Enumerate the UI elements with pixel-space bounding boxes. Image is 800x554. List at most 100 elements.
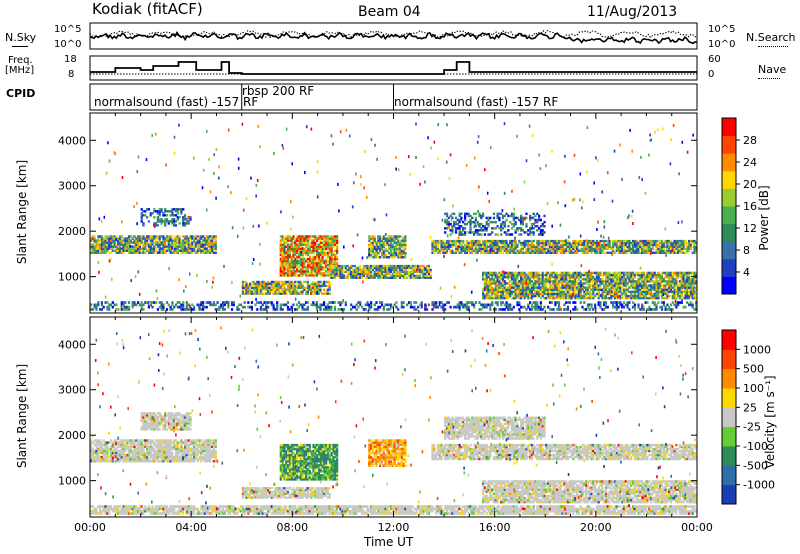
- range-cell: [556, 290, 559, 294]
- range-cell: [492, 271, 496, 275]
- range-cell: [532, 282, 535, 285]
- range-cell: [482, 245, 485, 249]
- cpid-segment-1: normalsound (fast) -157 RF: [94, 95, 259, 109]
- range-cell: [572, 284, 575, 287]
- range-cell: [465, 245, 469, 249]
- range-cell: [382, 241, 385, 244]
- range-cell: [259, 286, 263, 289]
- range-cell: [149, 212, 152, 215]
- range-cell: [202, 251, 205, 254]
- range-cell: [126, 249, 129, 252]
- range-cell: [120, 247, 123, 250]
- range-cell: [146, 243, 149, 246]
- range-cell: [601, 249, 604, 252]
- range-cell: [212, 241, 216, 244]
- range-cell: [144, 247, 147, 250]
- range-cell: [648, 271, 651, 275]
- range-cell: [595, 286, 599, 289]
- range-cell: [552, 308, 555, 311]
- range-cell: [214, 251, 217, 254]
- range-cell: [120, 301, 123, 304]
- range-cell: [574, 290, 577, 294]
- range-cell: [520, 251, 523, 254]
- range-cell: [288, 272, 292, 275]
- range-cell: [444, 227, 447, 230]
- range-cell: [478, 301, 481, 304]
- range-cell: [612, 284, 615, 287]
- range-cell: [323, 251, 326, 255]
- range-cell: [615, 247, 618, 251]
- range-cell: [310, 261, 313, 265]
- range-cell: [158, 239, 161, 242]
- range-cell: [637, 243, 640, 247]
- range-cell: [454, 229, 458, 232]
- range-cell: [530, 245, 534, 249]
- range-cell: [328, 280, 331, 284]
- range-cell: [250, 301, 254, 304]
- range-cell: [688, 280, 691, 283]
- range-cell: [400, 270, 403, 274]
- range-cell: [566, 241, 570, 245]
- range-cell: [456, 303, 459, 307]
- range-cell: [173, 251, 176, 254]
- range-cell: [176, 235, 179, 238]
- range-cell: [639, 275, 642, 279]
- range-cell: [527, 245, 530, 249]
- range-cell: [305, 292, 308, 295]
- range-cell: [642, 243, 646, 247]
- range-cell: [478, 225, 481, 228]
- range-cell: [287, 235, 290, 238]
- range-cell: [454, 245, 458, 249]
- range-cell: [543, 280, 546, 283]
- range-cell: [501, 301, 505, 304]
- range-cell: [552, 280, 555, 283]
- range-cell: [241, 284, 245, 288]
- range-cell: [316, 272, 319, 275]
- range-cell: [498, 286, 501, 289]
- range-cell: [281, 303, 284, 307]
- range-cell: [301, 274, 304, 277]
- range-cell: [391, 235, 394, 238]
- range-cell: [467, 245, 470, 249]
- range-cell: [637, 282, 640, 285]
- range-cell: [373, 303, 376, 307]
- range-cell: [328, 259, 332, 263]
- range-cell: [173, 237, 176, 240]
- range-cell: [680, 273, 683, 277]
- range-cell: [501, 220, 505, 224]
- range-cell: [678, 275, 682, 279]
- range-cell: [464, 305, 467, 309]
- range-cell: [194, 237, 198, 240]
- range-cell: [312, 251, 315, 255]
- range-cell: [404, 264, 407, 268]
- range-cell: [482, 296, 485, 300]
- range-cell: [263, 280, 266, 284]
- range-cell: [424, 266, 427, 270]
- range-cell: [669, 249, 673, 252]
- range-cell: [626, 245, 629, 249]
- range-cell: [566, 294, 570, 298]
- range-cell: [299, 280, 302, 284]
- range-cell: [370, 245, 373, 249]
- range-cell: [368, 256, 371, 259]
- range-cell: [317, 255, 321, 259]
- range-cell: [512, 214, 515, 218]
- range-cell: [610, 247, 613, 251]
- range-cell: [351, 276, 355, 279]
- range-cell: [447, 239, 450, 243]
- range-cell: [521, 284, 525, 287]
- range-cell: [660, 275, 664, 279]
- range-cell: [633, 288, 637, 291]
- range-cell: [485, 245, 488, 249]
- range-cell: [393, 303, 396, 307]
- range-cell: [303, 286, 306, 289]
- range-cell: [173, 249, 176, 252]
- range-cell: [187, 308, 190, 311]
- range-cell: [642, 239, 646, 243]
- range-cell: [440, 247, 443, 251]
- range-cell: [325, 264, 328, 267]
- range-cell: [532, 227, 535, 230]
- range-cell: [536, 225, 539, 228]
- range-cell: [543, 220, 546, 224]
- range-cell: [507, 305, 510, 309]
